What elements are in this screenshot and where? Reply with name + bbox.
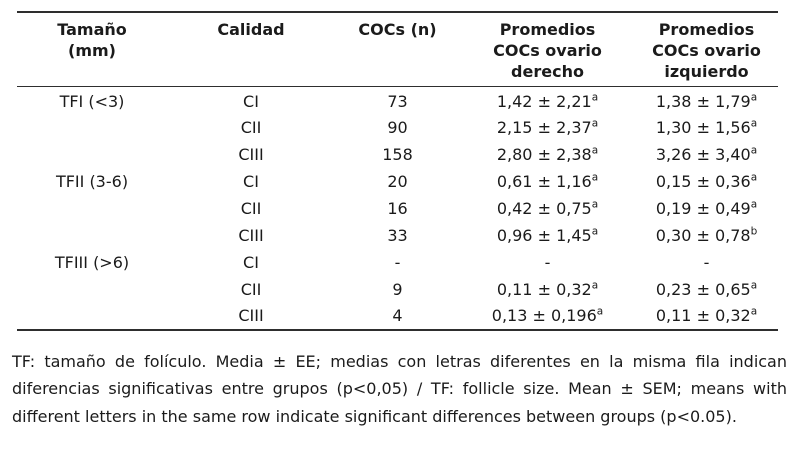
mean-value: 1,30 ± 1,56: [655, 117, 751, 137]
mean-value: 0,11 ± 0,32: [496, 279, 592, 299]
cell-promedio-derecho: 0,96 ± 1,45a: [460, 222, 635, 249]
cell-tamano: TFIII (>6): [54, 252, 130, 272]
col-header-promedio-izquierdo: Promedios COCs ovario izquierdo: [635, 12, 778, 87]
mean-value: 1,42 ± 2,21: [496, 92, 592, 112]
col-header-tamano: Tamaño (mm): [17, 12, 167, 87]
cell-cocs-n: 33: [387, 225, 408, 245]
cell-cocs-n: 90: [387, 117, 408, 137]
cell-promedio-izquierdo: 1,38 ± 1,79a: [635, 87, 778, 114]
cell-tamano: [17, 303, 167, 330]
cell-promedio-derecho: 0,61 ± 1,16a: [460, 168, 635, 195]
cell-calidad: CI: [243, 171, 259, 191]
significance-superscript: a: [591, 91, 599, 104]
mean-value: 0,23 ± 0,65: [655, 279, 751, 299]
significance-superscript: a: [596, 305, 604, 318]
col-header-cocs: COCs (n): [335, 12, 460, 87]
mean-value: 0,11 ± 0,32: [655, 306, 751, 325]
table-row: CIII 158 2,80 ± 2,38a 3,26 ± 3,40a: [17, 141, 778, 168]
table-row: CIII 4 0,13 ± 0,196a 0,11 ± 0,32a: [17, 303, 778, 330]
significance-superscript: a: [750, 305, 758, 318]
cell-promedio-izquierdo: 0,30 ± 0,78b: [635, 222, 778, 249]
mean-value: 2,80 ± 2,38: [496, 144, 592, 164]
cell-promedio-derecho: 2,80 ± 2,38a: [460, 141, 635, 168]
table-row: CII 16 0,42 ± 0,75a 0,19 ± 0,49a: [17, 195, 778, 222]
table-footnote: TF: tamaño de folículo. Media ± EE; medi…: [12, 351, 787, 426]
cell-calidad: CIII: [238, 225, 264, 245]
significance-superscript: a: [750, 117, 758, 130]
table-body: TFI (<3) CI 73 1,42 ± 2,21a 1,38 ± 1,79a…: [17, 87, 778, 330]
cell-promedio-izquierdo: 3,26 ± 3,40a: [635, 141, 778, 168]
significance-superscript: a: [591, 144, 599, 157]
cell-tamano: TFII (3-6): [55, 171, 129, 191]
significance-superscript: a: [591, 198, 599, 211]
mean-value: 3,26 ± 3,40: [655, 144, 751, 164]
col-header-calidad: Calidad: [167, 12, 335, 87]
cell-calidad: CII: [240, 117, 262, 137]
significance-superscript: a: [750, 198, 758, 211]
significance-superscript: a: [750, 171, 758, 184]
table-row: CII 9 0,11 ± 0,32a 0,23 ± 0,65a: [17, 276, 778, 303]
table-row: TFI (<3) CI 73 1,42 ± 2,21a 1,38 ± 1,79a: [17, 87, 778, 114]
results-table: Tamaño (mm) Calidad COCs (n) Promedios C…: [17, 11, 778, 331]
cell-promedio-derecho: 0,11 ± 0,32a: [460, 276, 635, 303]
significance-superscript: a: [591, 279, 599, 292]
cell-promedio-izquierdo: 1,30 ± 1,56a: [635, 114, 778, 141]
cell-cocs-n: 20: [387, 171, 408, 191]
paper-table-figure: Tamaño (mm) Calidad COCs (n) Promedios C…: [12, 11, 787, 426]
cell-cocs-n: 9: [392, 279, 403, 299]
cell-cocs-n: 158: [382, 144, 413, 164]
cell-promedio-derecho: 0,13 ± 0,196a: [460, 303, 635, 330]
cell-calidad: CIII: [238, 306, 264, 325]
cell-promedio-izquierdo: 0,23 ± 0,65a: [635, 276, 778, 303]
cell-calidad: CI: [243, 252, 259, 272]
cell-calidad: CII: [240, 198, 262, 218]
mean-value: 0,30 ± 0,78: [655, 225, 751, 245]
cell-promedio-izquierdo: -: [635, 249, 778, 276]
cell-calidad: CIII: [238, 144, 264, 164]
significance-superscript: a: [591, 225, 599, 238]
mean-value: 0,15 ± 0,36: [655, 171, 751, 191]
significance-superscript: a: [750, 144, 758, 157]
cell-tamano: [17, 276, 167, 303]
cell-cocs-n: 73: [387, 92, 408, 112]
significance-superscript: a: [750, 279, 758, 292]
mean-value: 2,15 ± 2,37: [496, 117, 592, 137]
cell-promedio-izquierdo: 0,19 ± 0,49a: [635, 195, 778, 222]
mean-value: 0,19 ± 0,49: [655, 198, 751, 218]
table-row: TFII (3-6) CI 20 0,61 ± 1,16a 0,15 ± 0,3…: [17, 168, 778, 195]
cell-calidad: CI: [243, 92, 259, 112]
cell-calidad: CII: [240, 279, 262, 299]
cell-cocs-n: 16: [387, 198, 408, 218]
cell-tamano: [17, 114, 167, 141]
cell-promedio-izquierdo: 0,15 ± 0,36a: [635, 168, 778, 195]
col-header-promedio-derecho: Promedios COCs ovario derecho: [460, 12, 635, 87]
cell-promedio-derecho: 2,15 ± 2,37a: [460, 114, 635, 141]
cell-tamano: [17, 195, 167, 222]
mean-value: 0,13 ± 0,196: [491, 306, 597, 325]
cell-promedio-derecho: 0,42 ± 0,75a: [460, 195, 635, 222]
cell-tamano: [17, 222, 167, 249]
cell-tamano: TFI (<3): [59, 92, 125, 112]
header-row: Tamaño (mm) Calidad COCs (n) Promedios C…: [17, 12, 778, 87]
cell-cocs-n: -: [394, 252, 401, 272]
significance-superscript: b: [750, 225, 758, 238]
table-header: Tamaño (mm) Calidad COCs (n) Promedios C…: [17, 12, 778, 87]
significance-superscript: a: [591, 117, 599, 130]
table-row: TFIII (>6) CI - - -: [17, 249, 778, 276]
mean-value: -: [544, 252, 551, 272]
table-row: CII 90 2,15 ± 2,37a 1,30 ± 1,56a: [17, 114, 778, 141]
mean-value: 0,42 ± 0,75: [496, 198, 592, 218]
cell-cocs-n: 4: [392, 306, 403, 325]
cell-promedio-derecho: -: [460, 249, 635, 276]
mean-value: -: [703, 252, 710, 272]
cell-tamano: [17, 141, 167, 168]
mean-value: 0,61 ± 1,16: [496, 171, 592, 191]
significance-superscript: a: [591, 171, 599, 184]
table-row: CIII 33 0,96 ± 1,45a 0,30 ± 0,78b: [17, 222, 778, 249]
cell-promedio-izquierdo: 0,11 ± 0,32a: [635, 303, 778, 330]
significance-superscript: a: [750, 91, 758, 104]
cell-promedio-derecho: 1,42 ± 2,21a: [460, 87, 635, 114]
mean-value: 1,38 ± 1,79: [655, 92, 751, 112]
mean-value: 0,96 ± 1,45: [496, 225, 592, 245]
